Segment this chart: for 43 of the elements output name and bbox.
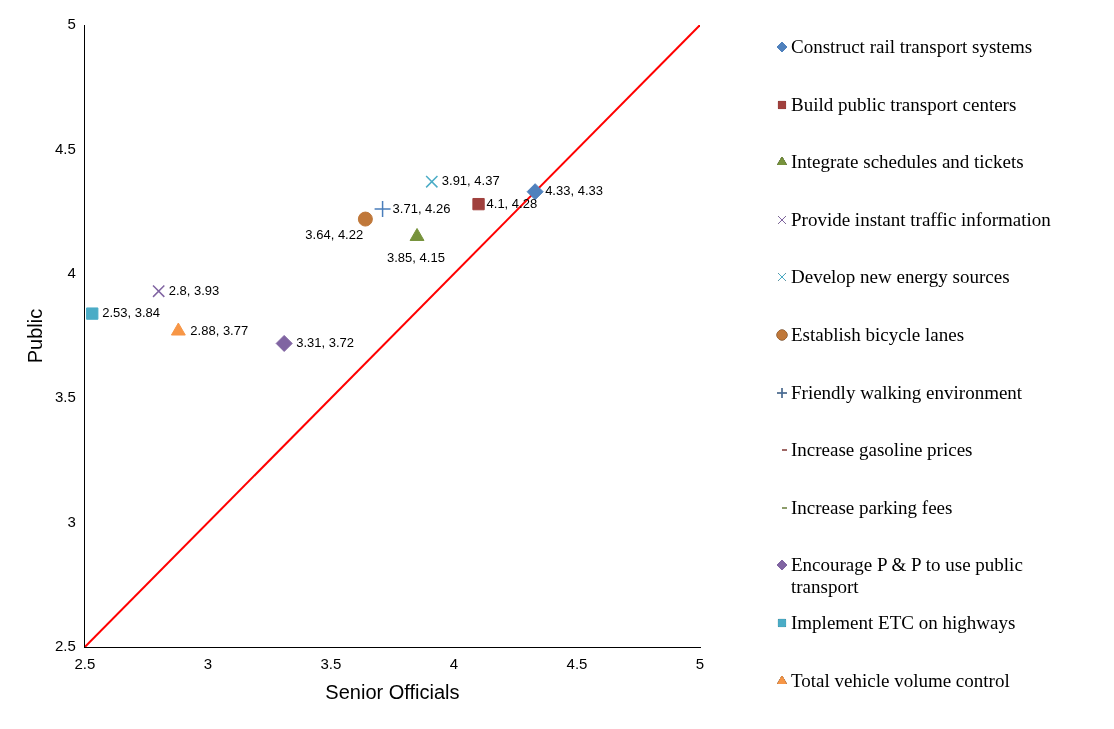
legend-label: Integrate schedules and tickets — [791, 151, 1024, 174]
point — [275, 334, 293, 352]
x-tick-label: 3.5 — [320, 655, 342, 673]
y-tick-label: 3 — [67, 512, 76, 530]
legend-label: Implement ETC on highways — [791, 611, 1016, 634]
legend-label: Construct rail transport systems — [791, 36, 1033, 58]
x-tick-label: 5 — [695, 655, 705, 673]
point — [86, 307, 99, 320]
point — [357, 211, 373, 227]
x-tick-label: 3 — [203, 655, 213, 673]
y-axis-title: Public — [23, 308, 46, 364]
x-tick-label: 4 — [449, 655, 459, 673]
data-label: 3.64, 4.22 — [305, 226, 364, 242]
data-label: 3.85, 4.15 — [387, 250, 445, 266]
point — [170, 322, 186, 336]
legend-label: Friendly walking environment — [791, 381, 1023, 404]
data-label: 2.53, 3.84 — [102, 305, 161, 321]
legend-label: Provide instant traffic information — [791, 208, 1051, 231]
y-tick-label: 2.5 — [54, 637, 76, 655]
legend-label: Develop new energy sources — [791, 266, 1010, 289]
point — [472, 197, 485, 211]
legend-label: Establish bicycle lanes — [791, 323, 965, 346]
data-label: 2.8, 3.93 — [168, 282, 220, 298]
y-tick-label: 4.5 — [54, 139, 76, 157]
legend-label: Increase gasoline prices — [791, 439, 973, 462]
legend-label: Increase parking fees — [791, 496, 953, 519]
point — [373, 200, 392, 218]
point — [526, 183, 544, 201]
y-tick-label: 3.5 — [54, 388, 76, 406]
data-label: 3.31, 3.72 — [296, 335, 354, 351]
point — [425, 175, 439, 189]
point — [152, 284, 166, 298]
legend-label: Build public transport centers — [791, 93, 1017, 116]
x-tick-label: 4.5 — [566, 655, 588, 673]
data-label: 3.71, 4.26 — [392, 200, 451, 216]
legend-label: Encourage P & P to use public transport — [791, 554, 1024, 599]
data-label: 3.91, 4.37 — [441, 173, 500, 189]
x-axis-title: Senior Officials — [325, 680, 460, 703]
data-label: 4.33, 4.33 — [545, 183, 603, 199]
data-label: 2.88, 3.77 — [190, 322, 249, 338]
y-tick-label: 4 — [67, 263, 76, 281]
y-tick-label: 5 — [67, 15, 76, 33]
legend-label: Total vehicle volume control — [791, 669, 1010, 692]
